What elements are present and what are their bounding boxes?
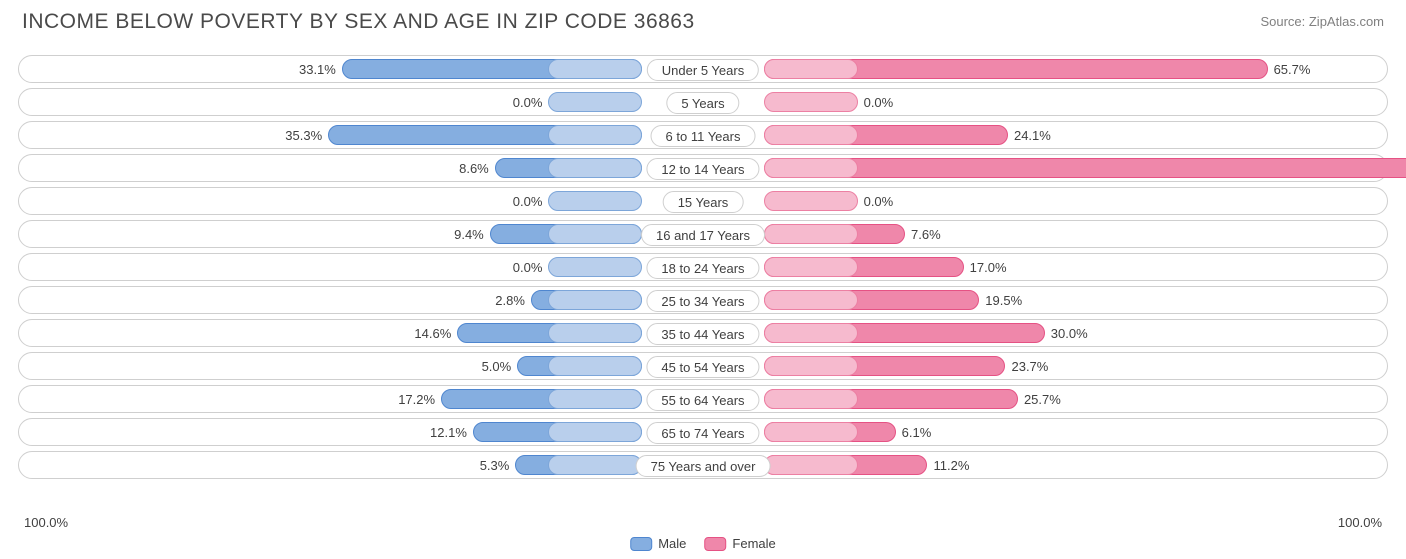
category-label: 25 to 34 Years xyxy=(646,290,759,312)
female-value-label: 7.6% xyxy=(905,221,941,247)
female-base-bar xyxy=(764,455,858,475)
category-label: 6 to 11 Years xyxy=(651,125,756,147)
category-label: 5 Years xyxy=(666,92,739,114)
category-label: 45 to 54 Years xyxy=(646,356,759,378)
female-value-label: 30.0% xyxy=(1045,320,1088,346)
category-label: 75 Years and over xyxy=(636,455,771,477)
category-label: 16 and 17 Years xyxy=(641,224,765,246)
category-label: 65 to 74 Years xyxy=(646,422,759,444)
female-base-bar xyxy=(764,92,858,112)
chart-row: 12.1% 6.1% 65 to 74 Years xyxy=(18,418,1388,446)
female-value-label: 0.0% xyxy=(858,89,894,115)
female-base-bar xyxy=(764,224,858,244)
chart-row: 9.4% 7.6% 16 and 17 Years xyxy=(18,220,1388,248)
male-base-bar xyxy=(548,59,642,79)
male-base-bar xyxy=(548,92,642,112)
legend: Male Female xyxy=(630,536,776,551)
female-base-bar xyxy=(764,356,858,376)
chart-row: 2.8% 19.5% 25 to 34 Years xyxy=(18,286,1388,314)
female-base-bar xyxy=(764,422,858,442)
female-base-bar xyxy=(764,59,858,79)
male-base-bar xyxy=(548,356,642,376)
legend-label: Male xyxy=(658,536,686,551)
category-label: 18 to 24 Years xyxy=(646,257,759,279)
male-base-bar xyxy=(548,191,642,211)
female-base-bar xyxy=(764,158,858,178)
male-value-label: 0.0% xyxy=(513,89,549,115)
female-value-label: 11.2% xyxy=(927,452,969,478)
male-value-label: 17.2% xyxy=(398,386,441,412)
female-base-bar xyxy=(764,290,858,310)
chart-row: 8.6%95.2%12 to 14 Years xyxy=(18,154,1388,182)
male-base-bar xyxy=(548,158,642,178)
category-label: 35 to 44 Years xyxy=(646,323,759,345)
category-label: 15 Years xyxy=(663,191,744,213)
chart-row: 5.0% 23.7% 45 to 54 Years xyxy=(18,352,1388,380)
male-value-label: 5.0% xyxy=(482,353,518,379)
axis-label-right: 100.0% xyxy=(1338,515,1382,530)
axis-label-left: 100.0% xyxy=(24,515,68,530)
chart-row: 5.3% 11.2% 75 Years and over xyxy=(18,451,1388,479)
male-value-label: 12.1% xyxy=(430,419,473,445)
male-base-bar xyxy=(548,290,642,310)
female-base-bar xyxy=(764,191,858,211)
female-value-label: 17.0% xyxy=(964,254,1007,280)
chart-row: 17.2% 25.7% 55 to 64 Years xyxy=(18,385,1388,413)
male-value-label: 14.6% xyxy=(414,320,457,346)
male-base-bar xyxy=(548,257,642,277)
male-base-bar xyxy=(548,323,642,343)
category-label: 55 to 64 Years xyxy=(646,389,759,411)
male-base-bar xyxy=(548,224,642,244)
male-value-label: 8.6% xyxy=(459,155,495,181)
male-value-label: 33.1% xyxy=(299,56,342,82)
female-base-bar xyxy=(764,257,858,277)
female-value-label: 65.7% xyxy=(1268,56,1311,82)
female-bar xyxy=(764,158,1406,178)
male-base-bar xyxy=(548,455,642,475)
chart-row: 35.3% 24.1% 6 to 11 Years xyxy=(18,121,1388,149)
chart-row: 33.1% 65.7% Under 5 Years xyxy=(18,55,1388,83)
chart-row: 0.0% 0.0% 5 Years xyxy=(18,88,1388,116)
female-value-label: 6.1% xyxy=(896,419,932,445)
chart-row: 0.0% 0.0% 15 Years xyxy=(18,187,1388,215)
female-value-label: 0.0% xyxy=(858,188,894,214)
female-value-label: 24.1% xyxy=(1008,122,1051,148)
male-value-label: 9.4% xyxy=(454,221,490,247)
male-base-bar xyxy=(548,422,642,442)
male-base-bar xyxy=(548,125,642,145)
male-value-label: 0.0% xyxy=(513,254,549,280)
legend-swatch xyxy=(630,537,652,551)
chart-area: 33.1% 65.7% Under 5 Years 0.0% 0.0% 5 Years 35… xyxy=(18,55,1388,511)
male-value-label: 5.3% xyxy=(480,452,516,478)
chart-title: INCOME BELOW POVERTY BY SEX AND AGE IN Z… xyxy=(22,10,695,34)
male-value-label: 2.8% xyxy=(495,287,531,313)
axis-row: 100.0% 100.0% xyxy=(18,515,1388,533)
female-value-label: 23.7% xyxy=(1005,353,1048,379)
category-label: 12 to 14 Years xyxy=(646,158,759,180)
legend-swatch xyxy=(704,537,726,551)
female-base-bar xyxy=(764,125,858,145)
female-value-label: 19.5% xyxy=(979,287,1022,313)
female-value-label: 25.7% xyxy=(1018,386,1061,412)
source-attribution: Source: ZipAtlas.com xyxy=(1260,14,1384,29)
chart-row: 0.0% 17.0% 18 to 24 Years xyxy=(18,253,1388,281)
category-label: Under 5 Years xyxy=(647,59,759,81)
legend-item: Male xyxy=(630,536,686,551)
female-base-bar xyxy=(764,389,858,409)
legend-item: Female xyxy=(704,536,775,551)
male-value-label: 35.3% xyxy=(285,122,328,148)
chart-row: 14.6% 30.0% 35 to 44 Years xyxy=(18,319,1388,347)
legend-label: Female xyxy=(732,536,775,551)
male-base-bar xyxy=(548,389,642,409)
male-value-label: 0.0% xyxy=(513,188,549,214)
female-base-bar xyxy=(764,323,858,343)
